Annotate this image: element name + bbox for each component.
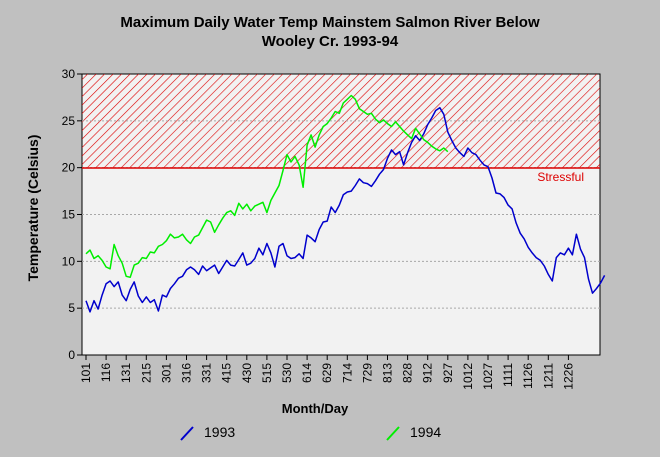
x-tick-label: 1012: [461, 363, 475, 390]
legend-swatch-1994: [386, 426, 400, 441]
x-tick-label: 101: [79, 363, 93, 383]
x-tick-label: 813: [381, 363, 395, 383]
x-tick-label: 301: [159, 363, 173, 383]
y-axis-label: Temperature (Celsius): [25, 134, 41, 282]
x-tick-label: 1111: [501, 363, 515, 387]
x-tick-label: 1211: [541, 363, 555, 389]
x-tick-label: 714: [340, 363, 354, 383]
series-line-1993: [85, 106, 606, 313]
x-tick-label: 729: [360, 363, 374, 383]
legend-swatch-1993: [180, 426, 194, 441]
x-ticks: 101 116 131 215 301 316 331 415 430 515 530 614 629 7…: [79, 355, 575, 390]
x-tick-label: 515: [260, 363, 274, 383]
y-tick-label: 5: [68, 301, 75, 315]
series: [85, 94, 606, 313]
stressful-label: Stressful: [537, 170, 584, 184]
legend-label-1994: 1994: [410, 424, 442, 440]
x-tick-label: 1027: [481, 363, 495, 390]
stressful-zone: [82, 74, 600, 168]
x-tick-label: 629: [320, 363, 334, 383]
x-tick-label: 912: [421, 363, 435, 383]
x-tick-label: 430: [240, 363, 254, 383]
x-tick-label: 1226: [561, 363, 575, 390]
x-tick-label: 316: [180, 363, 194, 383]
x-tick-label: 415: [220, 363, 234, 383]
x-tick-label: 116: [99, 363, 113, 382]
x-tick-label: 331: [200, 363, 214, 383]
x-tick-label: 530: [280, 363, 294, 383]
x-tick-label: 614: [300, 363, 314, 383]
y-ticks: 0 5 10 15 20 25 30: [62, 67, 82, 362]
y-tick-label: 15: [62, 208, 76, 222]
x-tick-label: 1126: [521, 363, 535, 389]
y-tick-label: 30: [62, 67, 76, 81]
y-tick-label: 0: [68, 348, 75, 362]
x-tick-label: 215: [139, 363, 153, 383]
series-line-1994: [85, 94, 449, 279]
x-tick-label: 927: [441, 363, 455, 383]
y-tick-label: 10: [62, 254, 76, 268]
x-tick-label: 828: [401, 363, 415, 383]
y-tick-label: 25: [62, 114, 76, 128]
x-tick-label: 131: [119, 363, 133, 383]
legend-label-1993: 1993: [204, 424, 236, 440]
x-axis-label: Month/Day: [281, 401, 349, 416]
chart-title-line2: Wooley Cr. 1993-94: [261, 33, 399, 50]
y-tick-label: 20: [62, 161, 76, 175]
chart-title-line1: Maximum Daily Water Temp Mainstem Salmon…: [120, 14, 540, 31]
